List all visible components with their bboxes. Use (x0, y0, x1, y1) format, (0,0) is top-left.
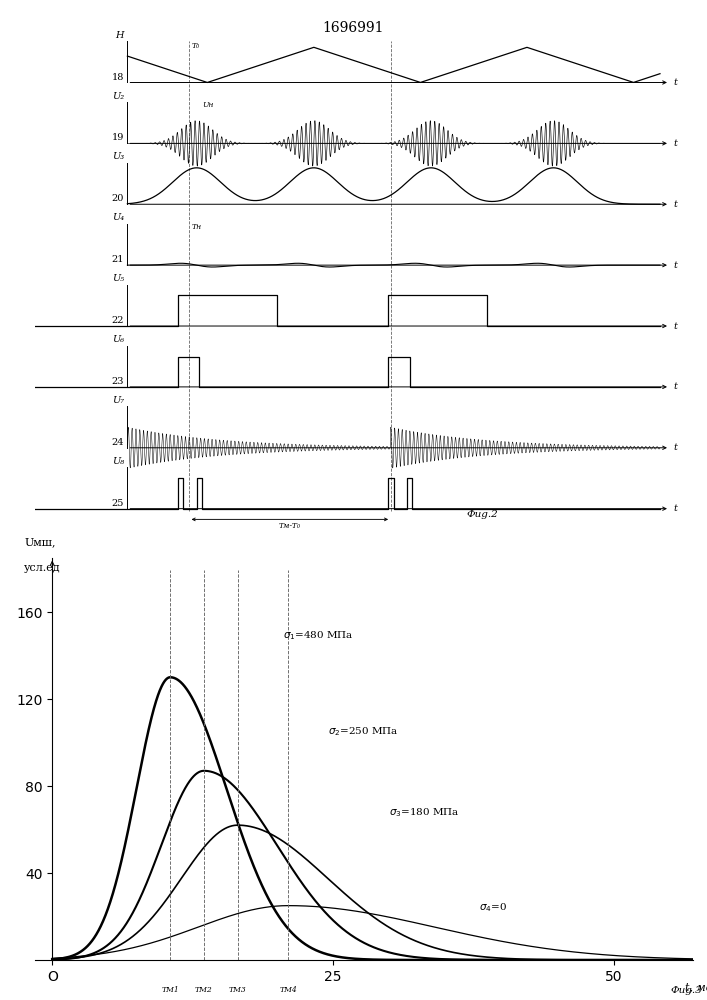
Text: U₆: U₆ (112, 335, 124, 344)
Text: 21: 21 (112, 255, 124, 264)
Text: TМ1: TМ1 (161, 986, 179, 994)
Text: U₂: U₂ (112, 92, 124, 101)
Text: 24: 24 (112, 438, 124, 447)
Text: U₄: U₄ (112, 213, 124, 222)
Text: 19: 19 (112, 133, 124, 142)
Text: U₈: U₈ (112, 457, 124, 466)
Text: TМ4: TМ4 (279, 986, 297, 994)
Text: U₇: U₇ (112, 396, 124, 405)
Text: $\sigma_2$=250 МПа: $\sigma_2$=250 МПа (327, 725, 398, 738)
Text: $\sigma_3$=180 МПа: $\sigma_3$=180 МПа (390, 806, 460, 819)
Text: t: t (673, 78, 677, 87)
Text: t: t (673, 382, 677, 391)
Text: $\sigma_4$=0: $\sigma_4$=0 (479, 901, 508, 914)
Text: TМ2: TМ2 (195, 986, 213, 994)
Text: Tм-T₀: Tм-T₀ (279, 522, 301, 530)
Text: Фиg.2: Фиg.2 (467, 510, 498, 519)
Text: t, мс: t, мс (685, 982, 707, 992)
Text: $\sigma_1$=480 МПа: $\sigma_1$=480 МПа (283, 630, 354, 642)
Text: усл.ед: усл.ед (24, 563, 61, 573)
Text: 23: 23 (112, 377, 124, 386)
Text: U₃: U₃ (112, 152, 124, 161)
Text: t: t (673, 139, 677, 148)
Text: 20: 20 (112, 194, 124, 203)
Text: Uн: Uн (201, 101, 214, 109)
Text: 22: 22 (112, 316, 124, 325)
Text: Фиg.3: Фиg.3 (670, 986, 702, 995)
Text: 1696991: 1696991 (323, 21, 384, 35)
Text: t: t (673, 504, 677, 513)
Text: H: H (116, 31, 124, 40)
Text: Tн: Tн (192, 223, 202, 231)
Text: T₀: T₀ (192, 42, 200, 50)
Text: Uмш,: Uмш, (24, 537, 56, 547)
Text: t: t (673, 443, 677, 452)
Text: t: t (673, 200, 677, 209)
Text: 25: 25 (112, 499, 124, 508)
Text: U₅: U₅ (112, 274, 124, 283)
Text: t: t (673, 261, 677, 270)
Text: 18: 18 (112, 73, 124, 82)
Text: TМ3: TМ3 (229, 986, 247, 994)
Text: t: t (673, 322, 677, 331)
